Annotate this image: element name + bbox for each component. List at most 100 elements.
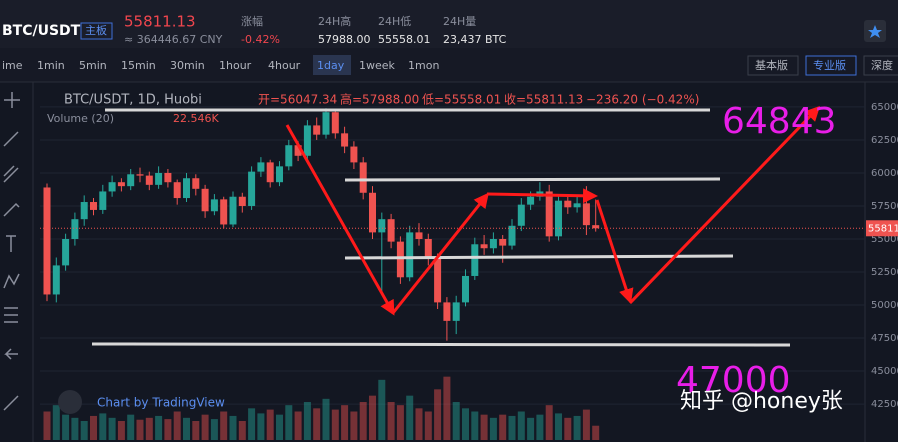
candle-body (229, 196, 237, 225)
candle-body (396, 241, 404, 278)
user-drawings (91, 105, 821, 347)
interval-button[interactable]: 5min (79, 59, 107, 72)
candle-body (555, 200, 562, 237)
mode-button[interactable] (805, 55, 857, 76)
volume-bar (452, 402, 460, 440)
volume-bar (396, 405, 404, 440)
volume-bar (136, 419, 144, 440)
volume-bar (313, 408, 321, 440)
volume-bar (192, 421, 200, 440)
candle-body (517, 204, 525, 226)
candle-body (183, 178, 190, 199)
candle-body (117, 182, 125, 187)
candle-body (480, 244, 488, 249)
legend-symbol: BTC/USDT, 1D, Huobi (64, 93, 202, 108)
interval-button[interactable]: 30min (170, 59, 205, 72)
candle-body (192, 178, 200, 189)
y-tick-label: 57500 (871, 201, 898, 212)
candle-body (80, 202, 88, 220)
y-tick-label: 50000 (871, 300, 898, 311)
volume-bar (378, 379, 386, 440)
volume-bar (127, 414, 135, 440)
stat-label: 24H量 (443, 15, 476, 28)
candle-body (136, 174, 144, 176)
candle-body (582, 203, 590, 226)
candle-body (434, 258, 442, 303)
candle-body (127, 174, 135, 187)
price-tag: 55811 (868, 223, 898, 234)
mode-label: 深度 (871, 58, 893, 72)
volume-bar (276, 414, 283, 440)
interval-button[interactable]: 1week (359, 59, 396, 72)
volume-bar (108, 417, 116, 440)
volume-bar (471, 411, 479, 440)
candle-body (499, 238, 507, 246)
volume-bar (592, 425, 600, 440)
candle-body (331, 112, 339, 134)
volume-bar (499, 414, 507, 440)
mode-button[interactable] (863, 55, 898, 76)
stat-value: 55558.01 (378, 33, 431, 46)
candle-body (201, 188, 209, 212)
candle-body (592, 225, 600, 229)
volume-bar (331, 409, 339, 440)
symbol: BTC/USDT (2, 23, 81, 39)
stat-label: 涨幅 (241, 15, 263, 28)
volume-bar (90, 415, 97, 440)
interval-active (313, 55, 351, 75)
y-tick-label: 47500 (871, 333, 898, 344)
volume-bar (155, 415, 163, 440)
volume-bar (71, 417, 79, 440)
stat-label: 24H高 (318, 14, 351, 28)
candle-body (210, 199, 218, 212)
candle-body (248, 171, 256, 206)
legend-high: 高=57988.00 (340, 92, 419, 107)
volume-bar (62, 414, 70, 440)
interval-button[interactable]: 15min (121, 59, 156, 72)
candle-body (220, 199, 228, 225)
y-tick-label: 62500 (871, 135, 898, 146)
tv-logo (58, 390, 82, 414)
candle-body (443, 302, 451, 321)
volume-bar (536, 414, 544, 440)
mode-label: 基本版 (755, 58, 788, 72)
volume-bar (238, 421, 246, 440)
volume-bar (489, 417, 497, 440)
interval-button[interactable]: 1hour (219, 59, 252, 72)
candle-body (164, 172, 172, 183)
legend-low: 低=55558.01 (422, 93, 501, 107)
stat-value: -0.42% (241, 33, 280, 46)
candle-body (71, 219, 79, 239)
candle-body (62, 238, 70, 266)
volume-bar (564, 417, 572, 440)
candle-body (406, 232, 414, 278)
volume-bar (294, 411, 302, 440)
candle-body (452, 302, 460, 321)
interval-button[interactable]: ime (2, 59, 23, 72)
volume-bar (201, 414, 209, 440)
credit: Chart by TradingView (97, 396, 225, 410)
interval-button[interactable]: 1mon (408, 59, 439, 72)
candle-body (90, 202, 97, 210)
candle-body (387, 219, 395, 242)
watermark: 知乎 @honey张 (680, 389, 843, 414)
interval-button[interactable]: 4hour (268, 59, 301, 72)
star-icon (868, 25, 882, 38)
volume-bar (480, 414, 488, 440)
interval-button[interactable]: 1day (317, 59, 345, 72)
candle-body (294, 145, 302, 156)
volume-bar (99, 413, 107, 440)
volume-bar (573, 415, 581, 440)
volume-bar (545, 405, 553, 440)
candle-body (415, 232, 423, 239)
price: 55811.13 (124, 13, 196, 31)
candle-body (303, 125, 311, 156)
volume-bar (257, 413, 265, 440)
candle-body (43, 187, 51, 295)
mode-button[interactable] (747, 55, 799, 76)
interval-button[interactable]: 1min (37, 59, 65, 72)
volume-bar (415, 408, 423, 440)
volume-bar (80, 421, 88, 440)
volume-bar (424, 411, 432, 440)
candle-body (378, 219, 386, 233)
